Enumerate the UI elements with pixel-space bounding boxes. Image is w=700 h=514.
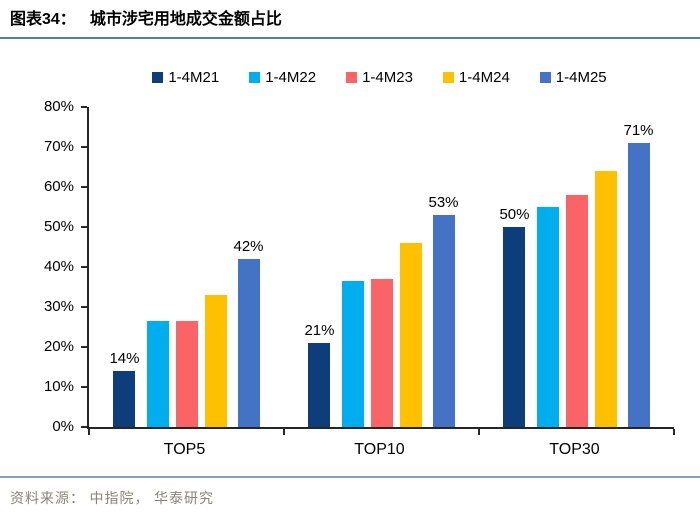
bar-wrap bbox=[370, 107, 393, 427]
bar-1-4M23-top30 bbox=[565, 195, 588, 427]
bar-wrap: 50% bbox=[499, 107, 530, 427]
legend-item-1-4M23: 1-4M23 bbox=[346, 69, 413, 86]
bar-1-4M25-top5 bbox=[237, 259, 260, 427]
bar-wrap: 14% bbox=[109, 107, 140, 427]
y-tick-label: 80% bbox=[43, 98, 74, 115]
bar-1-4M21-top10 bbox=[308, 343, 331, 427]
bar-wrap bbox=[536, 107, 559, 427]
y-tick-label: 60% bbox=[43, 178, 74, 195]
bar-1-4M22-top30 bbox=[536, 207, 559, 427]
bar-1-4M22-top5 bbox=[146, 321, 169, 427]
bar-1-4M23-top10 bbox=[370, 279, 393, 427]
bar-1-4M24-top10 bbox=[399, 243, 422, 427]
bar-1-4M24-top30 bbox=[594, 171, 617, 427]
y-tick-mark bbox=[81, 306, 87, 308]
bar-data-label: 42% bbox=[233, 238, 264, 255]
bar-group-top5: 14% 42% bbox=[89, 107, 284, 427]
y-tick-label: 0% bbox=[52, 418, 74, 435]
legend-label: 1-4M25 bbox=[555, 69, 607, 86]
y-tick-label: 50% bbox=[43, 218, 74, 235]
legend-label: 1-4M23 bbox=[362, 69, 413, 86]
bar-wrap bbox=[565, 107, 588, 427]
bar-wrap: 21% bbox=[304, 107, 335, 427]
bar-wrap: 71% bbox=[624, 107, 654, 427]
x-axis-labels: TOP5 TOP10 TOP30 bbox=[87, 429, 672, 459]
y-tick-mark bbox=[81, 426, 87, 428]
bar-wrap bbox=[175, 107, 198, 427]
plot-row: 0% 10% 20% 30% 40% 50% 60% 70% 80% 14% 42% 21% 53% 5… bbox=[0, 98, 700, 435]
bar-group-top10: 21% 53% bbox=[284, 107, 479, 427]
legend-swatch bbox=[442, 72, 454, 83]
y-tick-label: 40% bbox=[43, 258, 74, 275]
bar-wrap bbox=[399, 107, 422, 427]
legend-label: 1-4M24 bbox=[458, 69, 510, 86]
category-label-top30: TOP30 bbox=[549, 441, 600, 458]
bar-data-label: 53% bbox=[428, 194, 459, 211]
bar-1-4M22-top10 bbox=[341, 281, 364, 427]
bar-wrap bbox=[594, 107, 617, 427]
bar-wrap bbox=[146, 107, 169, 427]
bar-1-4M25-top10 bbox=[432, 215, 455, 427]
legend-label: 1-4M22 bbox=[265, 69, 317, 86]
plot-area: 14% 42% 21% 53% 50% 71% bbox=[87, 107, 675, 435]
legend-swatch bbox=[249, 72, 261, 83]
chart-legend: 1-4M21 1-4M22 1-4M23 1-4M24 1-4M25 bbox=[87, 69, 672, 86]
bar-group-top30: 50% 71% bbox=[479, 107, 674, 427]
bar-data-label: 50% bbox=[499, 206, 530, 223]
bar-1-4M24-top5 bbox=[204, 295, 227, 427]
chart: 1-4M21 1-4M22 1-4M23 1-4M24 1-4M25 0% 10% 20% 3… bbox=[0, 69, 700, 459]
legend-swatch bbox=[152, 72, 164, 83]
legend-label: 1-4M21 bbox=[168, 69, 220, 86]
bar-data-label: 21% bbox=[304, 322, 335, 339]
x-tick-mark bbox=[673, 429, 675, 435]
source-note: 资料来源： 中指院， 华泰研究 bbox=[10, 492, 214, 507]
figure-number: 图表34： bbox=[10, 11, 76, 28]
bar-1-4M23-top5 bbox=[175, 321, 198, 427]
y-tick-mark bbox=[81, 186, 87, 188]
bar-data-label: 14% bbox=[109, 350, 140, 367]
bar-wrap bbox=[204, 107, 227, 427]
bar-wrap bbox=[341, 107, 364, 427]
bar-1-4M25-top30 bbox=[627, 143, 650, 427]
y-tick-mark bbox=[81, 146, 87, 148]
legend-item-1-4M25: 1-4M25 bbox=[539, 69, 607, 86]
bar-wrap: 53% bbox=[429, 107, 459, 427]
y-tick-label: 30% bbox=[43, 298, 74, 315]
legend-swatch bbox=[346, 72, 358, 83]
x-tick-mark bbox=[282, 429, 285, 435]
legend-item-1-4M22: 1-4M22 bbox=[249, 69, 316, 86]
x-tick-mark bbox=[88, 429, 90, 435]
y-tick-mark bbox=[81, 266, 87, 268]
y-tick-label: 70% bbox=[43, 138, 74, 155]
legend-swatch bbox=[539, 72, 551, 83]
y-tick-mark bbox=[81, 226, 87, 228]
y-tick-mark bbox=[81, 386, 87, 388]
y-tick-label: 20% bbox=[43, 338, 74, 355]
title-underline-divider bbox=[0, 37, 700, 39]
category-label-top10: TOP10 bbox=[354, 441, 405, 458]
legend-item-1-4M21: 1-4M21 bbox=[152, 69, 219, 86]
x-tick-mark bbox=[478, 429, 480, 435]
category-label-top5: TOP5 bbox=[163, 441, 206, 458]
page-title: 城市涉宅用地成交金额占比 bbox=[89, 11, 282, 28]
y-tick-mark bbox=[81, 346, 87, 348]
footer-divider bbox=[0, 476, 700, 478]
bar-data-label: 71% bbox=[623, 122, 654, 139]
bar-1-4M21-top30 bbox=[503, 227, 526, 427]
chart-title-row: 图表34： 城市涉宅用地成交金额占比 bbox=[0, 0, 700, 30]
bar-1-4M21-top5 bbox=[113, 371, 136, 427]
y-tick-mark bbox=[81, 106, 87, 108]
y-axis: 0% 10% 20% 30% 40% 50% 60% 70% 80% bbox=[0, 98, 87, 435]
bar-wrap: 42% bbox=[234, 107, 264, 427]
legend-item-1-4M24: 1-4M24 bbox=[442, 69, 510, 86]
y-tick-label: 10% bbox=[43, 378, 74, 395]
